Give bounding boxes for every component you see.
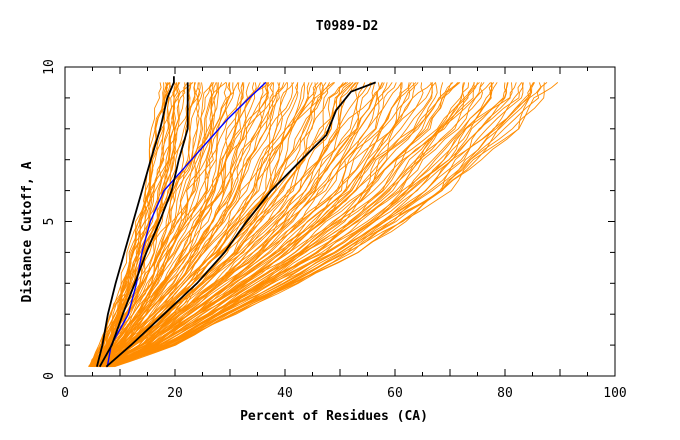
y-tick-label: 10 [42,59,57,75]
background-curve [104,82,480,368]
background-curve [99,82,385,368]
background-curve [103,82,347,368]
background-curve [107,82,483,368]
y-tick-label: 5 [42,218,57,226]
y-axis-label: Distance Cutoff, A [20,161,35,302]
tick-labels: 0 20 40 60 80 100 0 5 10 [42,59,627,401]
x-tick-label: 20 [167,386,183,401]
background-curve [91,82,223,367]
x-tick-label: 0 [61,386,69,401]
background-curve [103,82,412,368]
x-tick-label: 80 [497,386,513,401]
background-curve [97,82,306,368]
background-curve [91,82,181,367]
axis-ticks [64,66,616,377]
background-curve [90,82,227,368]
x-tick-label: 60 [387,386,403,401]
background-curve [94,82,285,368]
background-curve [98,82,295,368]
background-curve [93,82,245,367]
chart-title: T0989-D2 [316,19,379,34]
background-curve [97,82,288,368]
highlighted-series [96,76,377,368]
background-curve [112,82,559,368]
background-curve [108,82,444,368]
background-curve [89,82,168,367]
background-curve [102,82,366,368]
series-line-3 [98,82,189,368]
background-curve [99,82,324,368]
background-curve [101,82,331,368]
y-tick-label: 0 [42,372,57,380]
background-curve [110,82,524,368]
background-curve [95,82,217,367]
background-curve [111,82,513,368]
background-curve [101,82,384,368]
background-curve [96,82,239,367]
background-curve [92,82,171,367]
x-tick-label: 100 [603,386,626,401]
background-curve [92,82,241,368]
series-line-2 [106,81,267,367]
background-curves [88,82,559,368]
background-curve [95,82,213,367]
background-curve [100,82,305,368]
x-axis-label: Percent of Residues (CA) [240,409,428,424]
background-curve [100,82,403,368]
background-curve [105,82,459,368]
background-curve [93,82,203,367]
background-curve [106,82,478,368]
background-curve [105,82,452,368]
background-curve [99,82,388,368]
background-curve [94,82,261,368]
series-line-4 [105,81,377,368]
series-line-1 [96,76,175,367]
background-curve [106,82,466,368]
x-tick-label: 40 [277,386,293,401]
background-curve [99,82,280,368]
background-curve [107,82,461,368]
